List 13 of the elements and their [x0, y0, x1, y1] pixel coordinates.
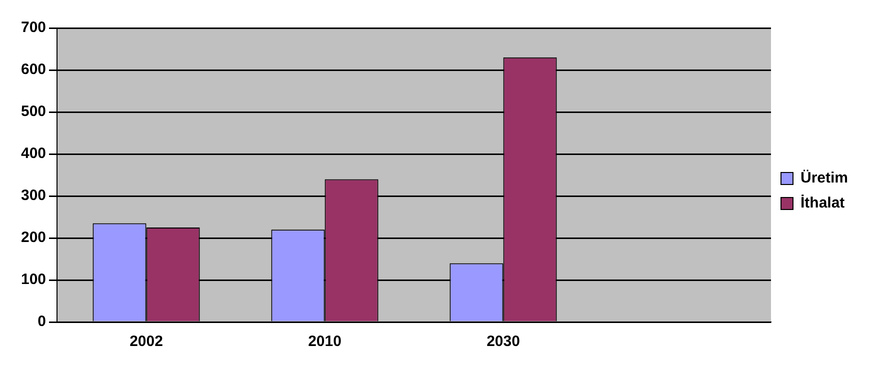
legend-label: İthalat	[800, 194, 845, 212]
legend-label: Üretim	[800, 170, 848, 187]
x-tick-label: 2002	[130, 333, 163, 350]
y-tick-label: 400	[20, 145, 46, 162]
y-tick-label: 700	[20, 19, 46, 36]
y-tick-label: 0	[38, 313, 46, 330]
x-tick-label: 2030	[486, 333, 520, 350]
x-tick-label: 2010	[308, 333, 342, 350]
y-tick-label: 200	[20, 229, 46, 246]
y-tick-label: 500	[20, 103, 46, 120]
y-tick-label: 100	[20, 271, 46, 288]
y-tick-label: 600	[20, 61, 46, 78]
y-tick-label: 300	[20, 187, 46, 204]
